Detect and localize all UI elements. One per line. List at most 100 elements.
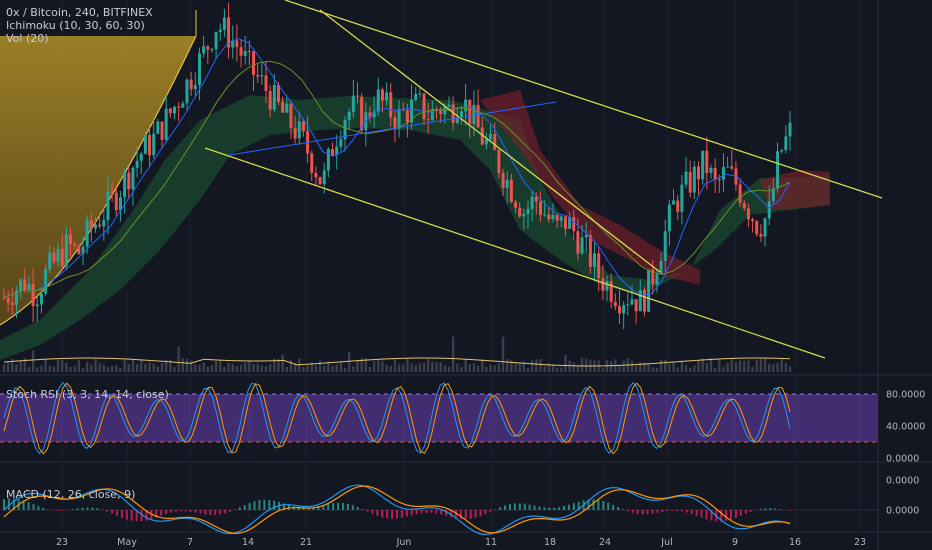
macd-hist-bar bbox=[489, 510, 492, 512]
volume-bar bbox=[543, 365, 546, 372]
candle-body bbox=[160, 121, 164, 140]
candle-body bbox=[717, 179, 721, 181]
candle-body bbox=[289, 103, 293, 128]
macd-hist-bar bbox=[371, 510, 374, 514]
candle-body bbox=[547, 214, 551, 220]
macd-hist-bar bbox=[779, 509, 782, 510]
volume-bar bbox=[11, 358, 14, 372]
candle-body bbox=[218, 29, 222, 33]
macd-hist-bar bbox=[400, 510, 403, 518]
candle-body bbox=[414, 93, 418, 100]
macd-hist-bar bbox=[597, 499, 600, 510]
macd-legend: MACD (12, 26, close, 9) bbox=[6, 488, 135, 501]
candle-body bbox=[555, 215, 559, 221]
candle-body bbox=[202, 46, 206, 54]
candle-body bbox=[143, 135, 147, 154]
volume-bar bbox=[751, 366, 754, 372]
volume-bar bbox=[61, 359, 64, 372]
volume-bar bbox=[722, 366, 725, 372]
macd-title: MACD (12, 26, close, 9) bbox=[6, 488, 136, 501]
macd-hist-bar bbox=[700, 510, 703, 518]
candle-body bbox=[81, 246, 85, 255]
macd-hist-bar bbox=[661, 510, 664, 512]
time-axis[interactable]: 23 May 7 14 21 Jun 11 18 24 Jul 9 16 23 bbox=[56, 537, 866, 548]
volume-bar bbox=[94, 358, 97, 372]
time-tick-label: 16 bbox=[789, 537, 801, 548]
candle-body bbox=[751, 219, 755, 222]
volume-bar bbox=[248, 360, 251, 372]
volume-bar bbox=[431, 361, 434, 372]
macd-hist-bar bbox=[283, 503, 286, 510]
macd-hist-bar bbox=[337, 502, 340, 510]
time-tick-label: 11 bbox=[485, 537, 497, 548]
volume-bar bbox=[493, 365, 496, 372]
candle-body bbox=[568, 217, 572, 229]
candle-body bbox=[617, 306, 621, 314]
macd-hist-bar bbox=[145, 510, 148, 521]
volume-bar bbox=[734, 361, 738, 372]
candle-body bbox=[168, 108, 172, 114]
volume-bar bbox=[763, 358, 767, 372]
macd-hist-bar bbox=[789, 510, 791, 511]
volume-bar bbox=[464, 359, 467, 372]
volume-bar bbox=[318, 360, 322, 372]
macd-hist-bar bbox=[666, 510, 669, 512]
candle-body bbox=[39, 293, 43, 305]
volume-bar bbox=[356, 360, 359, 372]
volume-bar bbox=[406, 358, 409, 372]
candle-body bbox=[613, 301, 617, 307]
volume-bar bbox=[643, 362, 646, 372]
candle-body bbox=[181, 103, 185, 108]
candle-body bbox=[93, 224, 97, 229]
candle-body bbox=[630, 299, 634, 305]
volume-bar bbox=[140, 359, 143, 372]
macd-hist-bar bbox=[543, 507, 546, 510]
macd-hist-bar bbox=[764, 508, 767, 510]
volume-bar bbox=[15, 364, 18, 372]
candle-body bbox=[123, 172, 127, 198]
volume-bar bbox=[655, 367, 659, 372]
macd-hist-bar bbox=[170, 510, 173, 513]
candle-body bbox=[509, 179, 513, 202]
candle-body bbox=[410, 99, 414, 123]
volume-bar bbox=[293, 363, 297, 372]
volume-bar bbox=[40, 365, 43, 372]
candle-body bbox=[622, 304, 626, 314]
macd-hist-bar bbox=[676, 510, 679, 511]
volume-bar bbox=[289, 360, 293, 372]
volume-bar bbox=[451, 336, 455, 372]
volume-bar bbox=[555, 367, 559, 372]
candle-body bbox=[256, 74, 260, 77]
volume-bar bbox=[743, 360, 746, 372]
macd-hist-bar bbox=[81, 507, 84, 510]
candle-body bbox=[64, 234, 68, 267]
volume-bar bbox=[709, 358, 713, 372]
candle-body bbox=[755, 221, 759, 235]
macd-hist-bar bbox=[22, 500, 25, 510]
volume-bar bbox=[747, 360, 750, 372]
volume-label: Vol (20) bbox=[6, 32, 49, 45]
volume-bar bbox=[684, 365, 688, 372]
volume-bar bbox=[385, 364, 388, 372]
volume-bar bbox=[335, 364, 338, 372]
candle-body bbox=[252, 51, 256, 75]
macd-hist-bar bbox=[174, 510, 177, 512]
volume-bar bbox=[489, 364, 492, 372]
candle-body bbox=[397, 108, 401, 129]
time-tick-label: Jun bbox=[396, 537, 412, 548]
candle-body bbox=[688, 171, 692, 193]
candle-body bbox=[343, 119, 347, 140]
stoch-tick-label: 0.0000 bbox=[886, 454, 919, 465]
macd-hist-bar bbox=[332, 503, 335, 510]
candle-body bbox=[439, 111, 443, 115]
volume-bar bbox=[206, 366, 209, 372]
macd-hist-bar bbox=[386, 510, 389, 519]
volume-bar bbox=[501, 336, 505, 372]
macd-hist-bar bbox=[268, 499, 271, 510]
candle-body bbox=[27, 283, 31, 291]
macd-hist-bar bbox=[322, 505, 325, 510]
candle-body bbox=[293, 127, 297, 139]
candle-body bbox=[131, 167, 135, 190]
macd-hist-bar bbox=[160, 510, 163, 516]
